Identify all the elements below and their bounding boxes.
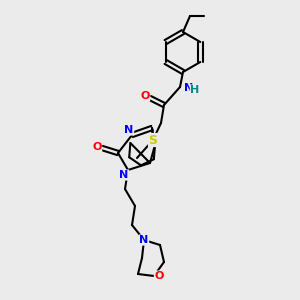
Text: N: N bbox=[140, 235, 148, 245]
Text: O: O bbox=[140, 91, 150, 101]
Text: N: N bbox=[184, 83, 194, 93]
Text: N: N bbox=[124, 125, 134, 135]
Text: S: S bbox=[148, 134, 158, 146]
Text: N: N bbox=[119, 170, 129, 180]
Text: O: O bbox=[154, 271, 164, 281]
Text: H: H bbox=[190, 85, 200, 95]
Text: O: O bbox=[92, 142, 102, 152]
